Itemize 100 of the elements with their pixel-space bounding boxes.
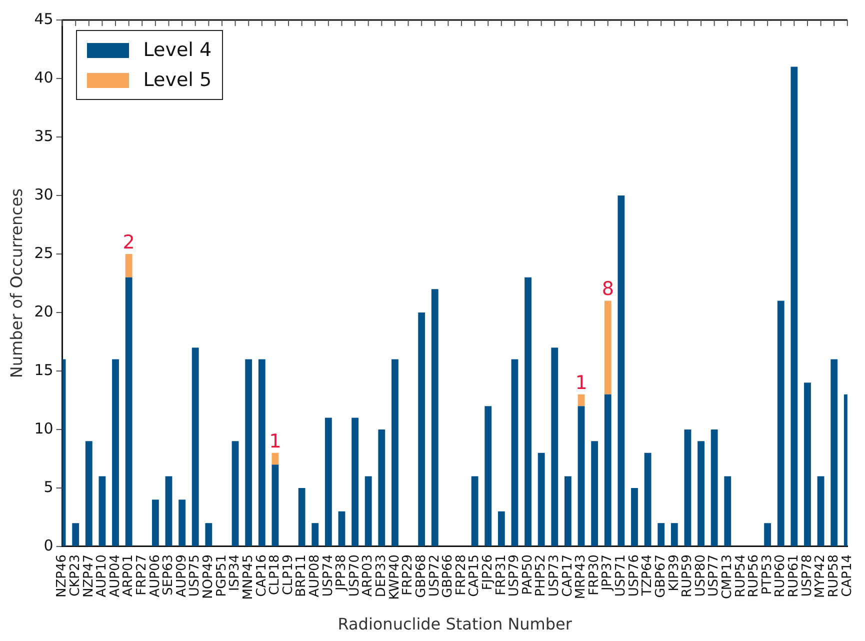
bar	[830, 359, 838, 546]
x-tick-label: USP78	[800, 554, 815, 597]
x-tick-label: RUP59	[680, 554, 696, 598]
bar	[591, 441, 598, 546]
bar	[644, 452, 652, 546]
bar	[125, 254, 132, 278]
x-tick-label: FRP28	[454, 554, 469, 596]
x-tick-label: USP75	[188, 554, 203, 597]
x-tick-label: MYP42	[813, 554, 828, 598]
bar	[817, 476, 824, 546]
x-tick-label: PGP51	[214, 554, 230, 597]
y-tick-label: 45	[34, 10, 54, 28]
x-tick-label: USP74	[320, 554, 336, 597]
bar	[125, 277, 132, 546]
bar	[392, 359, 398, 546]
x-tick-label: GBP68	[414, 554, 429, 598]
x-tick-label: CAP17	[560, 554, 576, 597]
bar	[710, 429, 718, 546]
x-tick-label: CAP15	[467, 554, 482, 597]
x-tick-label: USP76	[626, 554, 642, 597]
x-tick-label: CLP19	[280, 554, 296, 596]
x-tick-label: FRP30	[586, 554, 602, 596]
x-tick-label: USP72	[427, 554, 442, 597]
bar	[698, 441, 704, 546]
x-tick-label: KWP40	[387, 554, 402, 600]
data-label: 8	[602, 278, 614, 300]
bar	[338, 511, 346, 546]
x-tick-label: TZP64	[640, 554, 656, 597]
bar	[112, 359, 119, 546]
x-tick-label: BRP11	[294, 554, 310, 597]
x-tick-label: FJP26	[480, 554, 496, 590]
y-axis-title: Number of Occurrences	[6, 188, 26, 378]
x-tick-label: PHP52	[534, 554, 549, 596]
x-tick-label: KIP39	[666, 554, 682, 592]
bar	[804, 382, 811, 546]
bar	[324, 418, 332, 546]
x-tick-label: NZP46	[54, 554, 70, 598]
bar	[511, 359, 518, 546]
x-tick-label: USP79	[507, 554, 522, 597]
x-tick-label: RUP58	[826, 554, 842, 598]
x-tick-label: AUP09	[174, 554, 190, 598]
bar	[245, 359, 252, 546]
bar	[152, 500, 159, 546]
data-label: 2	[122, 231, 135, 254]
bar	[764, 523, 772, 546]
x-tick-label: MRP43	[574, 554, 589, 600]
y-tick-label: 5	[44, 478, 54, 496]
x-tick-label: CLP18	[268, 554, 283, 596]
x-tick-label: RUP54	[733, 554, 748, 598]
data-label: 1	[269, 430, 282, 452]
x-tick-label: NZP47	[81, 554, 96, 598]
y-tick-label: 0	[44, 536, 54, 554]
y-tick-label: 40	[34, 68, 54, 86]
bar	[178, 500, 186, 546]
x-tick-label: JPP38	[334, 554, 350, 592]
x-tick-label: ISP34	[228, 554, 243, 591]
bar	[777, 300, 784, 546]
bar	[352, 418, 358, 546]
x-tick-label: FRP31	[494, 554, 509, 596]
bar	[524, 277, 532, 546]
bar	[564, 476, 572, 546]
x-tick-label: PAP50	[520, 554, 536, 595]
bar	[418, 312, 426, 546]
x-tick-label: PTP53	[760, 554, 775, 595]
x-tick-label: USP70	[347, 554, 362, 597]
x-tick-label: USP77	[706, 554, 722, 597]
x-tick-label: USP80	[693, 554, 708, 597]
x-tick-label: GBP66	[440, 554, 456, 598]
bar	[272, 452, 279, 465]
bar	[298, 488, 306, 546]
x-tick-label: MNP45	[240, 554, 256, 600]
x-tick-label: RUP61	[786, 554, 802, 598]
x-tick-label: SEP63	[161, 554, 176, 596]
bar	[232, 441, 239, 546]
x-tick-label: AUP08	[307, 554, 322, 598]
bar	[98, 476, 106, 546]
bar	[378, 429, 386, 546]
legend-label: Level 5	[143, 69, 212, 91]
bar	[724, 476, 732, 546]
bar	[272, 464, 279, 546]
y-tick-label: 30	[34, 185, 54, 204]
x-tick-label: CKP23	[68, 554, 83, 596]
bar	[471, 476, 478, 546]
bar	[670, 523, 678, 546]
bar	[578, 394, 585, 406]
y-tick-label: 25	[34, 244, 54, 262]
bar	[538, 452, 545, 546]
data-label: 1	[575, 372, 588, 394]
bar	[578, 406, 585, 546]
x-tick-label: AUP10	[94, 554, 110, 598]
bar	[258, 359, 266, 546]
x-tick-label: JPP37	[600, 554, 616, 592]
bar	[312, 523, 319, 546]
x-tick-label: NOP49	[201, 554, 216, 599]
x-tick-label: CMP13	[720, 554, 736, 600]
x-tick-label: GBP67	[653, 554, 668, 598]
x-axis-title: Radionuclide Station Number	[338, 614, 572, 634]
x-tick-label: AUP06	[148, 554, 163, 598]
x-tick-label: AUP04	[108, 554, 123, 598]
bar	[658, 523, 665, 546]
